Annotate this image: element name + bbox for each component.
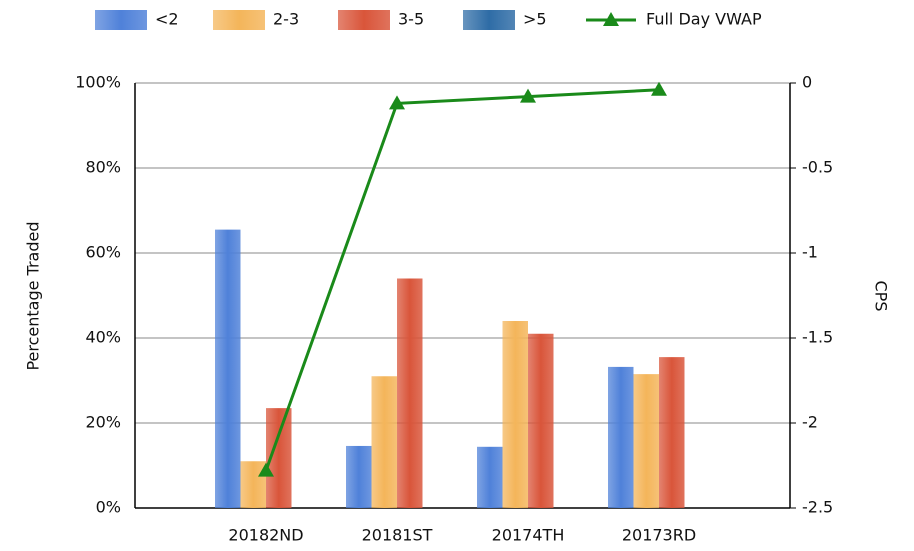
bar bbox=[346, 445, 372, 508]
y-tick-label: 100% bbox=[75, 73, 121, 92]
marker bbox=[389, 95, 405, 110]
bar bbox=[502, 321, 528, 508]
bar bbox=[371, 376, 397, 508]
y-tick-label: 80% bbox=[85, 158, 121, 177]
legend-marker bbox=[603, 12, 619, 26]
y2-axis-label: CPS bbox=[872, 281, 891, 312]
y2-tick-label: -2 bbox=[802, 413, 818, 432]
legend-label: 2-3 bbox=[273, 10, 299, 29]
y-tick-label: 60% bbox=[85, 243, 121, 262]
bar bbox=[397, 278, 423, 508]
bar bbox=[240, 461, 266, 508]
bar bbox=[477, 446, 503, 508]
y2-tick-label: 0 bbox=[802, 73, 812, 92]
y2-tick-label: -1 bbox=[802, 243, 818, 262]
y-axis-label: Percentage Traded bbox=[24, 221, 43, 370]
legend-label: Full Day VWAP bbox=[646, 10, 762, 29]
y-tick-label: 0% bbox=[96, 498, 121, 517]
bar bbox=[633, 374, 659, 508]
marker bbox=[651, 81, 667, 96]
y-tick-label: 20% bbox=[85, 413, 121, 432]
x-tick-label: 20173RD bbox=[622, 526, 696, 545]
y2-tick-label: -2.5 bbox=[802, 498, 833, 517]
x-tick-label: 20181ST bbox=[362, 526, 433, 545]
bar bbox=[659, 357, 685, 508]
marker bbox=[520, 88, 536, 103]
legend-label: >5 bbox=[523, 10, 547, 29]
y-tick-label: 40% bbox=[85, 328, 121, 347]
legend-label: 3-5 bbox=[398, 10, 424, 29]
legend-label: <2 bbox=[155, 10, 179, 29]
bar bbox=[528, 333, 554, 508]
x-tick-label: 20174TH bbox=[492, 526, 565, 545]
x-tick-label: 20182ND bbox=[228, 526, 303, 545]
legend-swatch bbox=[463, 10, 515, 30]
y2-tick-label: -1.5 bbox=[802, 328, 833, 347]
bar bbox=[215, 229, 241, 508]
legend-swatch bbox=[213, 10, 265, 30]
marker bbox=[258, 462, 274, 477]
bar bbox=[608, 366, 634, 508]
line bbox=[264, 88, 660, 472]
legend-swatch bbox=[338, 10, 390, 30]
y2-tick-label: -0.5 bbox=[802, 158, 833, 177]
legend-swatch bbox=[95, 10, 147, 30]
